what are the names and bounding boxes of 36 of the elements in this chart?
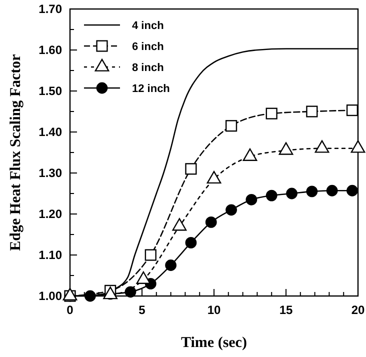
point (286, 188, 298, 200)
point (185, 237, 197, 248)
point (185, 163, 197, 175)
point (266, 190, 278, 202)
legend-label: 8 inch (132, 62, 164, 74)
x-axis-title: Time (sec) (181, 335, 247, 351)
point (346, 184, 358, 196)
y-tick-label: 1.70 (38, 2, 62, 16)
x-tick-label: 20 (351, 303, 365, 317)
point (346, 104, 358, 116)
y-tick-label: 1.40 (38, 125, 62, 139)
legend-label: 4 inch (132, 20, 164, 32)
y-tick-label: 1.30 (38, 166, 62, 180)
y-axis-title: Edge Heat Flux Scaling Factor (8, 54, 24, 251)
y-tick-label: 1.10 (38, 248, 62, 262)
point (165, 260, 176, 271)
legend-label: 6 inch (132, 41, 164, 53)
point (144, 249, 156, 261)
x-tick-label: 0 (66, 303, 74, 317)
x-tick-label: 10 (207, 303, 221, 317)
point (205, 216, 217, 228)
y-tick-label: 1.60 (38, 43, 62, 57)
point (306, 186, 318, 198)
legend-label: 12 inch (132, 83, 170, 95)
y-tick-label: 1.20 (38, 207, 62, 221)
point (306, 106, 318, 118)
y-tick-label: 1.00 (38, 289, 62, 303)
point (326, 184, 338, 196)
point (124, 286, 136, 298)
x-tick-label: 5 (138, 303, 146, 317)
point (246, 194, 258, 206)
x-tick-label: 15 (279, 303, 293, 317)
point (226, 204, 237, 216)
point (225, 120, 238, 132)
point (266, 108, 278, 120)
y-tick-label: 1.50 (38, 84, 62, 98)
